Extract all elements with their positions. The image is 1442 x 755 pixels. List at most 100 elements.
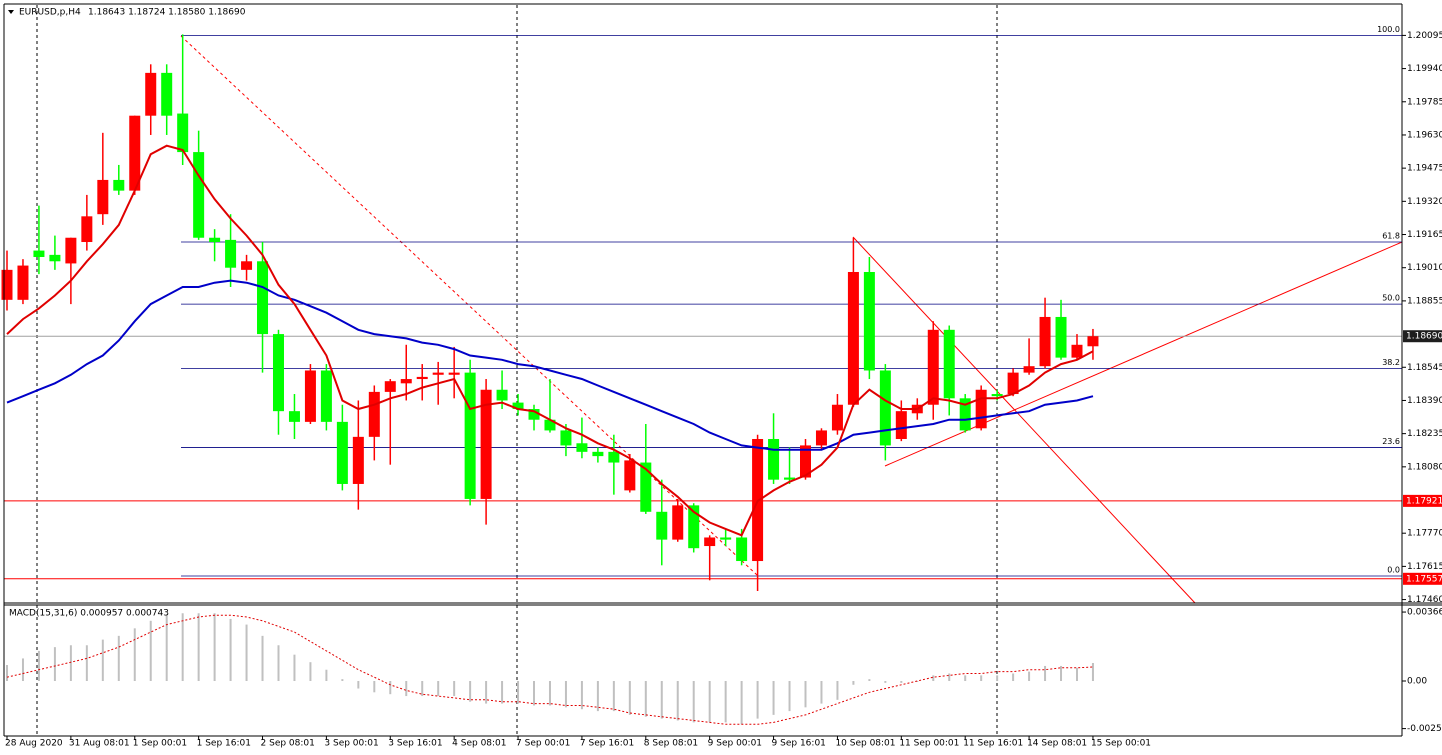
x-tick-label: 3 Sep 00:01 — [324, 739, 378, 749]
candle-body — [400, 379, 412, 384]
candle-body — [959, 398, 971, 431]
candle-body — [863, 271, 875, 371]
candle-body — [480, 389, 492, 499]
x-tick-label: 1 Sep 16:01 — [197, 739, 251, 749]
x-tick-label: 28 Aug 2020 — [5, 739, 63, 749]
candle-body — [592, 451, 604, 457]
candle-body — [448, 372, 460, 375]
candle-body — [943, 329, 955, 399]
candle-body — [800, 445, 811, 478]
x-tick-label: 9 Sep 00:01 — [708, 739, 762, 749]
moving-average — [6, 279, 1094, 451]
x-tick-label: 7 Sep 00:01 — [516, 739, 570, 749]
candle-body — [624, 460, 636, 491]
candle-body — [304, 370, 316, 422]
candle-body — [17, 265, 29, 300]
x-tick-label: 15 Sep 00:01 — [1091, 739, 1151, 749]
candle-body — [432, 372, 444, 375]
price-label: 1.17557 — [1406, 574, 1442, 584]
candle-body — [560, 430, 572, 446]
candle-body — [272, 334, 284, 412]
y-tick-label: 1.18080 — [1407, 462, 1442, 472]
y-tick-label: 1.18390 — [1407, 396, 1442, 406]
candle-body — [528, 409, 540, 420]
candle-body — [895, 411, 907, 439]
candle-body — [831, 404, 843, 431]
y-tick-label: 1.19475 — [1407, 164, 1442, 174]
fibo-label: 100.0 — [1377, 25, 1400, 34]
candle-body — [384, 381, 396, 392]
macd-y-tick-label: -0.00253 — [1407, 724, 1442, 734]
chart-title: EURUSD,p,H4 — [19, 8, 81, 18]
macd-panel — [6, 613, 1094, 725]
candle-body — [1055, 316, 1067, 358]
candle-body — [1, 269, 13, 300]
candle-body — [1071, 344, 1083, 358]
candle-body — [1023, 366, 1035, 373]
candle-body — [1007, 372, 1019, 395]
x-tick-label: 1 Sep 00:01 — [133, 739, 187, 749]
candle-body — [225, 239, 237, 268]
price-label: 1.18690 — [1406, 332, 1442, 342]
candle-body — [464, 372, 476, 499]
candle-body — [288, 411, 300, 422]
y-tick-label: 1.19785 — [1407, 97, 1442, 107]
x-tick-label: 7 Sep 16:01 — [580, 739, 634, 749]
x-tick-label: 2 Sep 08:01 — [261, 739, 315, 749]
macd-label: MACD(15,31,6) 0.000957 0.000743 — [9, 609, 169, 619]
candle-body — [496, 389, 508, 401]
y-tick-label: 1.17615 — [1407, 562, 1442, 572]
candle-body — [320, 370, 332, 422]
candle-body — [688, 505, 700, 549]
fibo-label: 0.0 — [1387, 566, 1400, 575]
y-tick-label: 1.19010 — [1407, 263, 1442, 273]
x-tick-label: 8 Sep 08:01 — [644, 739, 698, 749]
x-tick-label: 14 Sep 08:01 — [1027, 739, 1087, 749]
y-tick-label: 1.20095 — [1407, 31, 1442, 41]
candle-body — [704, 537, 716, 547]
candle-body — [720, 537, 732, 540]
candle-body — [656, 511, 668, 540]
candle-body — [336, 421, 348, 484]
price-label: 1.17921 — [1406, 496, 1442, 506]
y-tick-label: 1.19165 — [1407, 230, 1442, 240]
candle-body — [97, 179, 109, 215]
candle-body — [1087, 336, 1099, 347]
candle-body — [576, 443, 588, 452]
candle-body — [640, 462, 652, 512]
main-panel: 100.0 61.8 50.0 38.2 23.6 0.0 — [1, 25, 1402, 592]
candle-body — [1039, 316, 1051, 367]
macd-y-tick-label: 0.003665 — [1407, 608, 1442, 618]
fibo-label: 61.8 — [1382, 232, 1400, 241]
fibo-label: 38.2 — [1382, 358, 1400, 367]
candle-body — [177, 113, 189, 153]
candle-body — [368, 391, 380, 437]
macd-signal — [6, 614, 1094, 725]
candle-body — [672, 505, 684, 540]
macd-y-tick-label: 0.00 — [1407, 677, 1427, 687]
y-tick-label: 1.18235 — [1407, 429, 1442, 439]
y-tick-label: 1.19630 — [1407, 130, 1442, 140]
x-tick-label: 9 Sep 16:01 — [772, 739, 826, 749]
y-tick-label: 1.17770 — [1407, 529, 1442, 539]
candle-body — [241, 261, 253, 270]
menu-icon[interactable] — [8, 10, 14, 14]
price-label-box — [1403, 330, 1442, 343]
candle-body — [161, 72, 173, 116]
candle-body — [81, 216, 93, 243]
y-tick-label: 1.19320 — [1407, 197, 1442, 207]
candle-body — [815, 430, 827, 446]
moving-average — [6, 144, 1094, 537]
candle-body — [879, 370, 891, 446]
x-tick-label: 31 Aug 08:01 — [69, 739, 130, 749]
y-tick-label: 1.19940 — [1407, 64, 1442, 74]
x-tick-label: 10 Sep 08:01 — [835, 739, 895, 749]
ohlc-label: 1.18643 1.18724 1.18580 1.18690 — [88, 8, 246, 18]
x-tick-label: 11 Sep 00:01 — [899, 739, 959, 749]
y-tick-label: 1.18545 — [1407, 363, 1442, 373]
candle-body — [416, 376, 428, 380]
candle-body — [49, 254, 61, 262]
axes: 1.20095 1.19940 1.19785 1.19630 1.19475 1.193… — [3, 3, 1442, 749]
candle-body — [65, 237, 77, 264]
